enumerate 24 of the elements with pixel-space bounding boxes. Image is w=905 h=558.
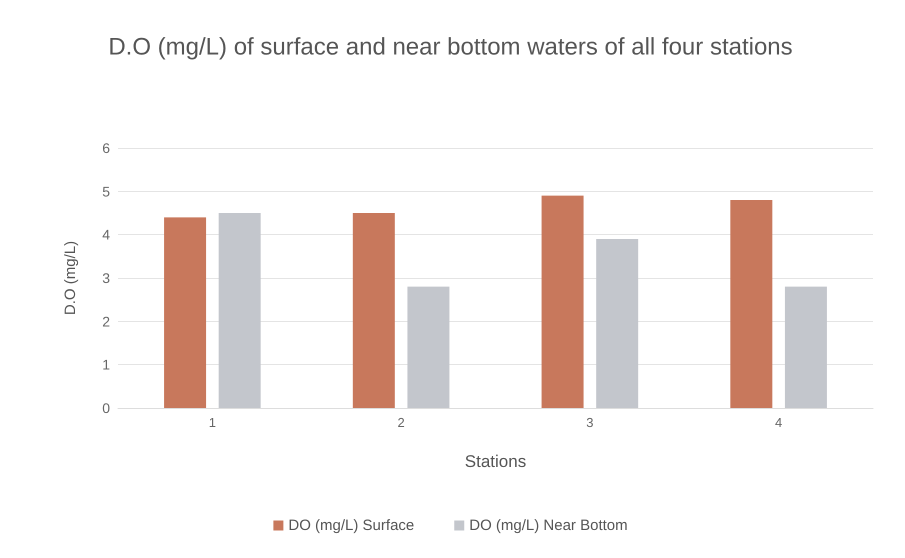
bar (596, 239, 638, 408)
bar (730, 200, 772, 408)
bar (164, 217, 206, 408)
y-tick-label: 1 (102, 356, 110, 373)
chart-title: D.O (mg/L) of surface and near bottom waters of all four stations (108, 34, 793, 60)
y-tick-label: 0 (102, 400, 110, 416)
x-axis-title: Stations (464, 452, 526, 471)
x-tick-label: 4 (775, 415, 782, 430)
y-tick-label: 3 (102, 270, 110, 286)
y-tick-label: 5 (102, 183, 110, 200)
x-tick-label: 1 (208, 415, 216, 430)
legend-label: DO (mg/L) Near Bottom (469, 517, 628, 534)
y-axis-title: D.O (mg/L) (62, 240, 79, 316)
x-tick-label: 3 (586, 415, 594, 430)
y-tick-label: 6 (102, 140, 110, 156)
x-tick-label: 2 (398, 415, 405, 430)
y-tick-label: 2 (102, 313, 110, 330)
y-tick-label: 4 (102, 226, 110, 243)
bar (784, 286, 827, 408)
bar (542, 196, 584, 408)
bar (407, 286, 450, 408)
bar (218, 213, 261, 408)
legend-label: DO (mg/L) Surface (288, 517, 414, 534)
bar (352, 213, 395, 408)
